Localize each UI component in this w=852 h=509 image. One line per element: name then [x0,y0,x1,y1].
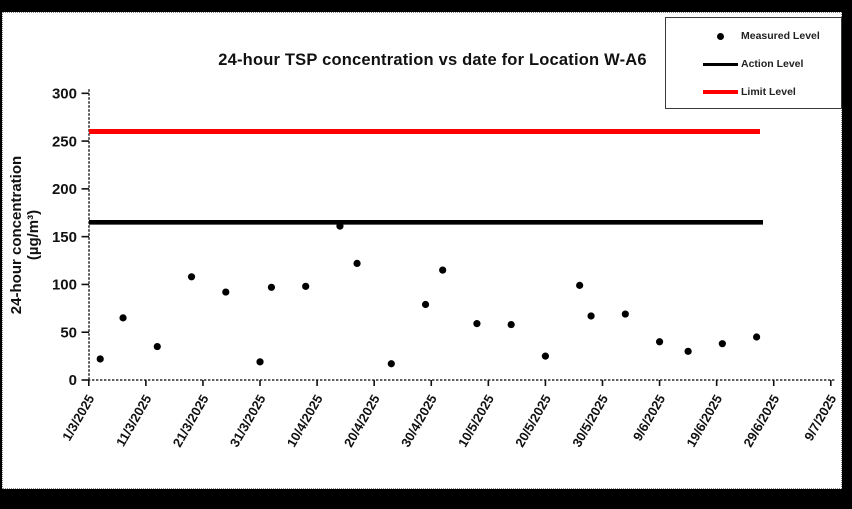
y-tick-label: 0 [69,372,77,389]
data-point [256,358,264,366]
data-point [387,360,395,368]
legend-item-label: Limit Level [741,86,796,98]
legend-item-action: Action Level [666,50,841,78]
x-tick-label: 10/5/2025 [455,392,497,450]
y-tick-label: 250 [52,133,77,150]
y-axis-title: 24-hour concentration (µg/m³) [8,105,44,365]
data-point [439,266,447,274]
data-point [222,288,230,296]
measured-level-dot-icon [717,32,724,40]
x-tick-label: 20/4/2025 [341,392,383,450]
data-point [576,281,584,289]
chart-title: 24-hour TSP concentration vs date for Lo… [218,51,647,69]
x-tick-label: 30/5/2025 [569,392,611,450]
data-point [684,347,692,355]
x-tick-label: 19/6/2025 [683,392,725,450]
legend-item-measured: Measured Level [666,22,841,50]
y-tick-label: 300 [52,86,77,103]
x-tick-label: 9/6/2025 [630,392,668,443]
data-point [267,283,276,291]
y-axis-title-line2: (µg/m³) [25,209,42,261]
action-level-line-icon [703,62,738,66]
x-tick-label: 30/4/2025 [398,392,440,450]
y-tick-label: 200 [52,181,77,198]
data-point [507,320,515,329]
x-tick-label: 20/5/2025 [512,392,554,450]
x-tick-label: 10/4/2025 [284,392,326,450]
x-tick-label: 21/3/2025 [170,392,212,450]
data-point [718,340,726,348]
limit-level-line-icon [703,90,738,94]
legend-item-label: Action Level [741,58,804,70]
data-point [753,333,761,341]
data-point [621,310,629,318]
data-point [187,273,196,281]
data-point [119,314,127,322]
data-point [587,312,595,320]
x-tick-label: 31/3/2025 [227,392,269,450]
legend-item-limit: Limit Level [666,78,841,106]
y-axis-title-line1: 24-hour concentration [8,155,25,315]
data-point [302,282,310,290]
data-point [96,355,104,363]
x-tick-label: 1/3/2025 [59,392,97,443]
data-point [153,342,161,351]
data-point [541,352,550,360]
data-point [473,320,481,328]
y-tick-label: 150 [52,229,77,246]
legend-item-label: Measured Level [741,30,820,42]
data-point [655,338,664,346]
x-tick-label: 29/6/2025 [740,392,782,450]
data-point [353,259,361,268]
x-tick-label: 11/3/2025 [113,392,155,449]
data-point [421,300,430,309]
y-tick-label: 100 [52,277,77,294]
y-tick-label: 50 [60,324,77,341]
legend: Measured Level Action Level Limit Level [665,17,842,109]
x-tick-label: 9/7/2025 [801,392,839,443]
